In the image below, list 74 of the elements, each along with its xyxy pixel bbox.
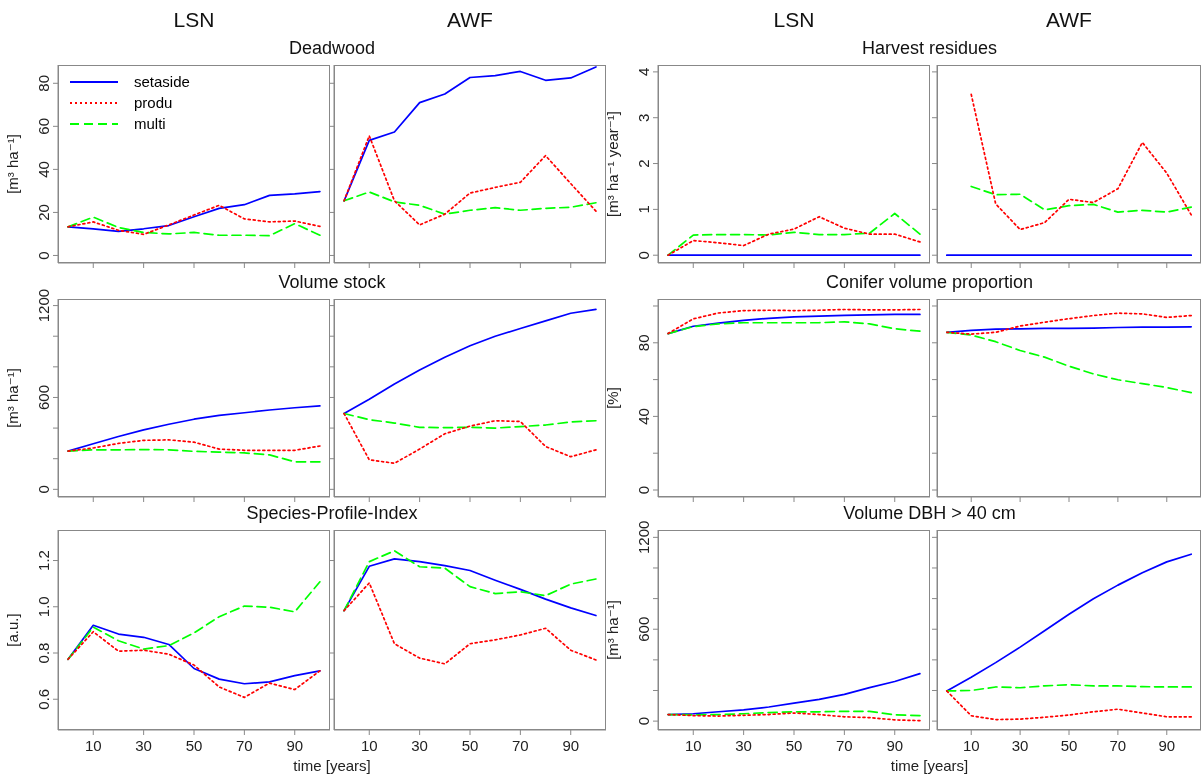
x-axis-title: time [years] (293, 757, 371, 774)
x-tick-label: 50 (185, 737, 203, 754)
line-series (67, 204, 321, 236)
x-tick-label: 30 (411, 737, 428, 754)
y-tick-label: 20 (35, 204, 52, 221)
legend-label: multi (134, 114, 166, 134)
chart-subtitle: AWF (447, 8, 493, 32)
x-tick-label: 10 (684, 737, 702, 754)
y-tick-label: 1.2 (35, 550, 52, 571)
chart-title: Species-Profile-Index (246, 503, 418, 524)
chart-title: Volume DBH > 40 cm (843, 503, 1016, 524)
y-tick-label: 1200 (35, 288, 52, 323)
chart-subtitle: AWF (1046, 8, 1092, 32)
x-tick-label: 30 (135, 737, 152, 754)
line-series (67, 439, 321, 452)
chart-title: Volume stock (278, 272, 386, 293)
x-tick-label: 90 (562, 737, 580, 754)
chart-title: Conifer volume proportion (825, 272, 1034, 293)
y-tick-label: 0.6 (35, 688, 52, 710)
legend-label: produ (134, 93, 173, 113)
y-axis-title: [m³ ha⁻¹] (4, 368, 21, 428)
y-tick-label: 1200 (635, 520, 652, 555)
x-tick-label: 10 (962, 737, 980, 754)
chart-subtitle: LSN (173, 8, 215, 32)
chart-title: Harvest residues (861, 38, 998, 59)
y-axis-title: [m³ ha⁻¹] (604, 600, 621, 660)
x-tick-label: 70 (836, 737, 853, 754)
y-tick-label: 60 (35, 117, 52, 135)
y-axis-title: [m³ ha⁻¹ year⁻¹] (604, 111, 621, 217)
y-tick-label: 0 (35, 485, 52, 494)
y-tick-label: 2 (635, 159, 652, 168)
x-tick-label: 50 (785, 737, 803, 754)
x-tick-label: 10 (360, 737, 378, 754)
y-tick-label: 4 (635, 67, 652, 77)
y-tick-label: 40 (635, 408, 652, 425)
x-tick-label: 70 (1109, 737, 1127, 754)
y-tick-label: 3 (635, 113, 652, 122)
line-series (667, 308, 921, 335)
line-series (667, 320, 921, 335)
line-series (67, 190, 321, 233)
y-tick-label: 80 (635, 334, 652, 352)
chart-title: Deadwood (288, 38, 376, 59)
chart-subtitle: LSN (773, 8, 815, 32)
y-tick-label: 0 (35, 251, 52, 260)
x-tick-label: 90 (886, 737, 904, 754)
x-tick-label: 30 (1011, 737, 1029, 754)
x-tick-label: 30 (735, 737, 752, 754)
line-series (667, 712, 921, 722)
y-tick-label: 0 (635, 716, 652, 726)
line-series (67, 580, 321, 661)
x-tick-label: 10 (84, 737, 102, 754)
line-series (67, 405, 321, 452)
y-tick-label: 0 (635, 485, 652, 495)
y-tick-label: 1 (635, 205, 652, 214)
y-tick-label: 600 (635, 616, 652, 642)
x-tick-label: 50 (461, 737, 479, 754)
x-tick-label: 70 (512, 737, 529, 754)
x-tick-label: 50 (1060, 737, 1078, 754)
y-axis-title: [m³ ha⁻¹] (4, 134, 21, 194)
y-tick-label: 40 (35, 161, 52, 178)
x-tick-label: 70 (236, 737, 253, 754)
line-series (67, 630, 321, 699)
y-tick-label: 600 (35, 384, 52, 410)
y-tick-label: 0.8 (35, 642, 52, 664)
x-tick-label: 90 (1158, 737, 1176, 754)
x-axis-title: time [years] (890, 757, 969, 774)
y-tick-label: 80 (35, 74, 52, 92)
legend-label: setaside (134, 72, 190, 92)
y-tick-label: 0 (635, 251, 652, 260)
y-axis-title: [%] (604, 387, 621, 409)
line-series (67, 216, 321, 237)
y-axis-title: [a.u.] (4, 613, 21, 647)
x-tick-label: 90 (286, 737, 304, 754)
y-tick-label: 1.0 (35, 596, 52, 618)
